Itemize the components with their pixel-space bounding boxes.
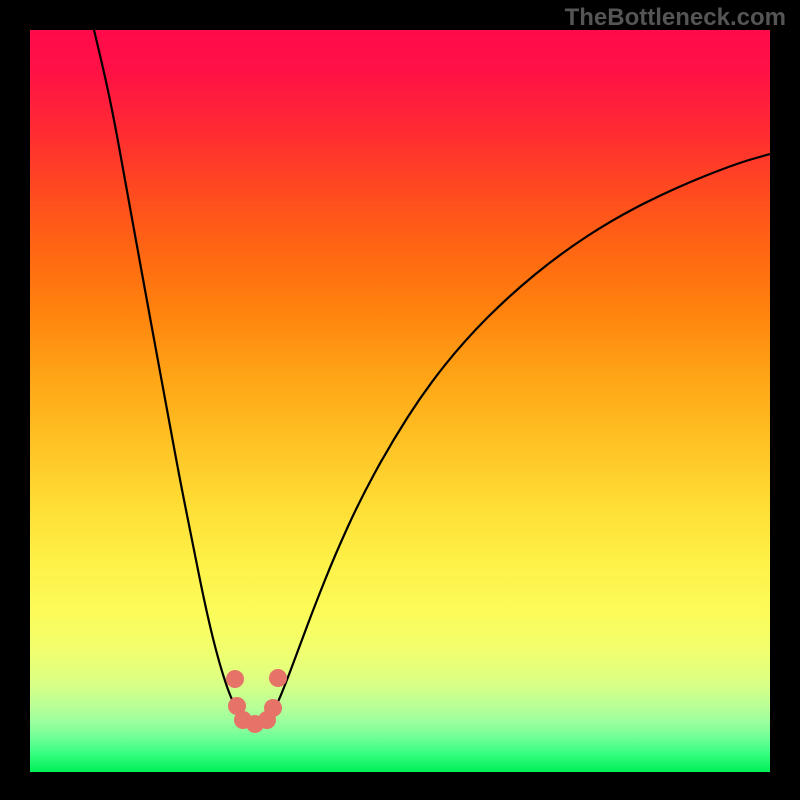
gradient-background [30,30,770,772]
watermark-text: TheBottleneck.com [565,4,786,32]
bottleneck-marker [264,699,282,717]
plot-area [30,30,770,772]
bottleneck-marker [226,670,244,688]
chart-svg [30,30,770,772]
bottleneck-marker [269,669,287,687]
chart-container: TheBottleneck.com [0,0,800,800]
